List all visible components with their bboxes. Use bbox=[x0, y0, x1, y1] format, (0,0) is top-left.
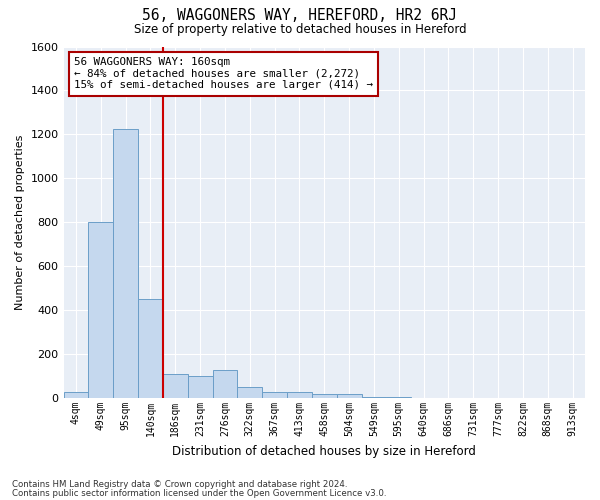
Bar bbox=[163, 374, 188, 398]
Bar bbox=[337, 394, 362, 398]
Bar bbox=[64, 392, 88, 398]
Bar bbox=[188, 376, 212, 398]
Text: Contains HM Land Registry data © Crown copyright and database right 2024.: Contains HM Land Registry data © Crown c… bbox=[12, 480, 347, 489]
Bar bbox=[212, 370, 238, 398]
Bar bbox=[138, 299, 163, 398]
Bar bbox=[88, 222, 113, 398]
Bar bbox=[287, 392, 312, 398]
Bar bbox=[113, 129, 138, 398]
Bar bbox=[312, 394, 337, 398]
X-axis label: Distribution of detached houses by size in Hereford: Distribution of detached houses by size … bbox=[172, 444, 476, 458]
Bar bbox=[262, 392, 287, 398]
Y-axis label: Number of detached properties: Number of detached properties bbox=[15, 134, 25, 310]
Bar bbox=[362, 397, 386, 398]
Text: Contains public sector information licensed under the Open Government Licence v3: Contains public sector information licen… bbox=[12, 488, 386, 498]
Bar bbox=[238, 387, 262, 398]
Text: 56, WAGGONERS WAY, HEREFORD, HR2 6RJ: 56, WAGGONERS WAY, HEREFORD, HR2 6RJ bbox=[143, 8, 458, 22]
Text: 56 WAGGONERS WAY: 160sqm
← 84% of detached houses are smaller (2,272)
15% of sem: 56 WAGGONERS WAY: 160sqm ← 84% of detach… bbox=[74, 57, 373, 90]
Text: Size of property relative to detached houses in Hereford: Size of property relative to detached ho… bbox=[134, 22, 466, 36]
